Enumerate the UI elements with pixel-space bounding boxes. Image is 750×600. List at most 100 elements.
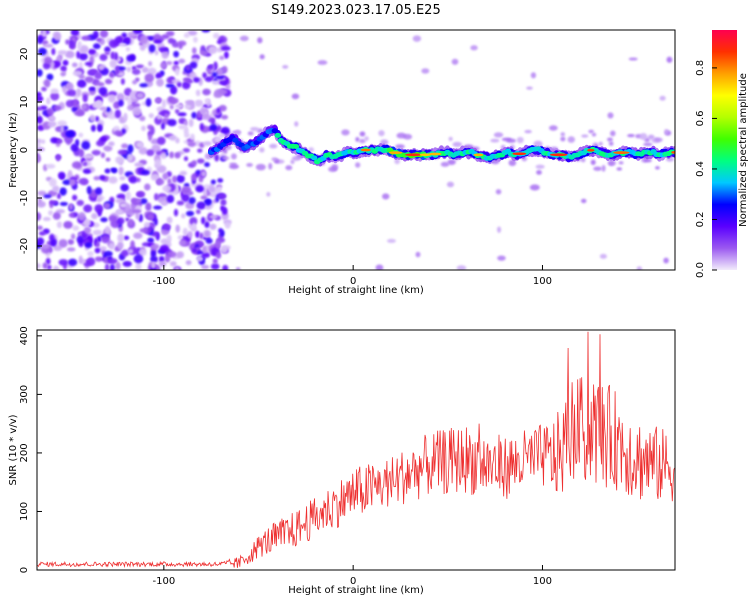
noise-blob [269,143,278,149]
noise-blob [154,158,162,167]
noise-blob [139,115,146,122]
noise-blob [41,86,47,92]
colorbar-label: Normalized spectral amplitude [738,73,749,227]
noise-blob [610,130,616,137]
noise-blob [63,220,73,229]
noise-blob [659,95,666,101]
noise-blob [81,140,91,150]
figure-title: S149.2023.023.17.05.E25 [271,3,440,18]
noise-blob [201,30,211,33]
noise-blob [67,239,75,245]
noise-blob [664,128,669,135]
noise-blob [125,191,131,201]
noise-blob [71,161,82,169]
noise-blob [46,264,52,270]
noise-blob [59,124,65,133]
noise-blob [68,203,74,211]
noise-blob [108,141,115,147]
noise-blob [71,106,78,113]
noise-blob [156,78,164,87]
noise-blob [78,255,83,264]
noise-blob [174,108,180,114]
noise-blob [76,79,87,88]
noise-blob [103,145,113,152]
ridge-peak [671,151,675,154]
noise-blob [190,173,197,182]
noise-blob [581,134,589,138]
noise-blob [151,144,161,153]
noise-blob [183,120,188,127]
noise-blob [259,54,265,60]
colorbar-tick-label: 0.6 [695,110,706,126]
noise-blob [161,34,170,40]
noise-blob [588,129,594,134]
noise-blob [58,239,68,248]
noise-blob [57,120,67,127]
noise-blob [220,45,231,51]
noise-blob [176,81,182,88]
noise-blob [201,113,211,121]
noise-blob [108,242,115,250]
noise-blob [138,146,148,155]
noise-blob [48,178,57,187]
noise-blob [214,136,222,143]
noise-blob [201,171,207,177]
noise-blob [76,199,85,206]
noise-blob [37,190,47,196]
noise-blob [222,264,229,270]
noise-blob [117,149,128,156]
spectrogram-x-label: Height of straight line (km) [288,285,424,296]
noise-blob [188,118,194,128]
noise-blob [98,86,108,96]
noise-blob [165,83,175,88]
noise-blob [212,72,218,78]
noise-blob [176,200,185,206]
noise-blob [158,47,169,52]
noise-blob [107,258,118,265]
noise-blob [71,62,78,68]
noise-blob [196,158,205,164]
noise-blob [210,263,220,270]
noise-blob [157,136,166,145]
snr-y-ticks: 0 100 200 300 400 [19,326,42,573]
noise-blob [185,79,194,84]
noise-blob [220,205,225,212]
noise-blob [219,55,225,61]
noise-blob [46,73,54,81]
noise-blob [160,61,168,69]
noise-blob [580,157,586,163]
y-tick-label: 10 [19,96,30,109]
noise-blob [129,90,139,100]
noise-blob [191,248,197,253]
noise-blob [207,64,214,70]
noise-blob [212,32,220,39]
noise-blob [169,261,177,267]
noise-blob [201,252,211,258]
noise-blob [170,97,179,104]
noise-blob [412,35,422,42]
noise-blob [68,258,78,267]
noise-blob [130,240,135,250]
noise-blob [64,50,75,59]
noise-blob [151,261,156,269]
ridge-peak [419,153,432,157]
noise-blob [639,133,648,141]
noise-blob [355,137,360,142]
spectrogram-y-label: Frequency (Hz) [8,112,19,188]
noise-blob [60,71,66,77]
noise-blob [567,136,575,143]
noise-blob [257,37,263,44]
noise-blob [125,217,130,222]
spectrogram-noise-layer [37,30,674,270]
noise-blob [52,211,61,220]
noise-blob [139,227,149,233]
noise-blob [72,225,80,231]
noise-blob [210,179,216,185]
noise-blob [104,168,111,174]
noise-blob [68,212,75,218]
noise-blob [182,227,188,237]
noise-blob [131,68,141,75]
noise-blob [268,162,273,170]
noise-blob [148,44,156,53]
noise-blob [560,136,566,142]
